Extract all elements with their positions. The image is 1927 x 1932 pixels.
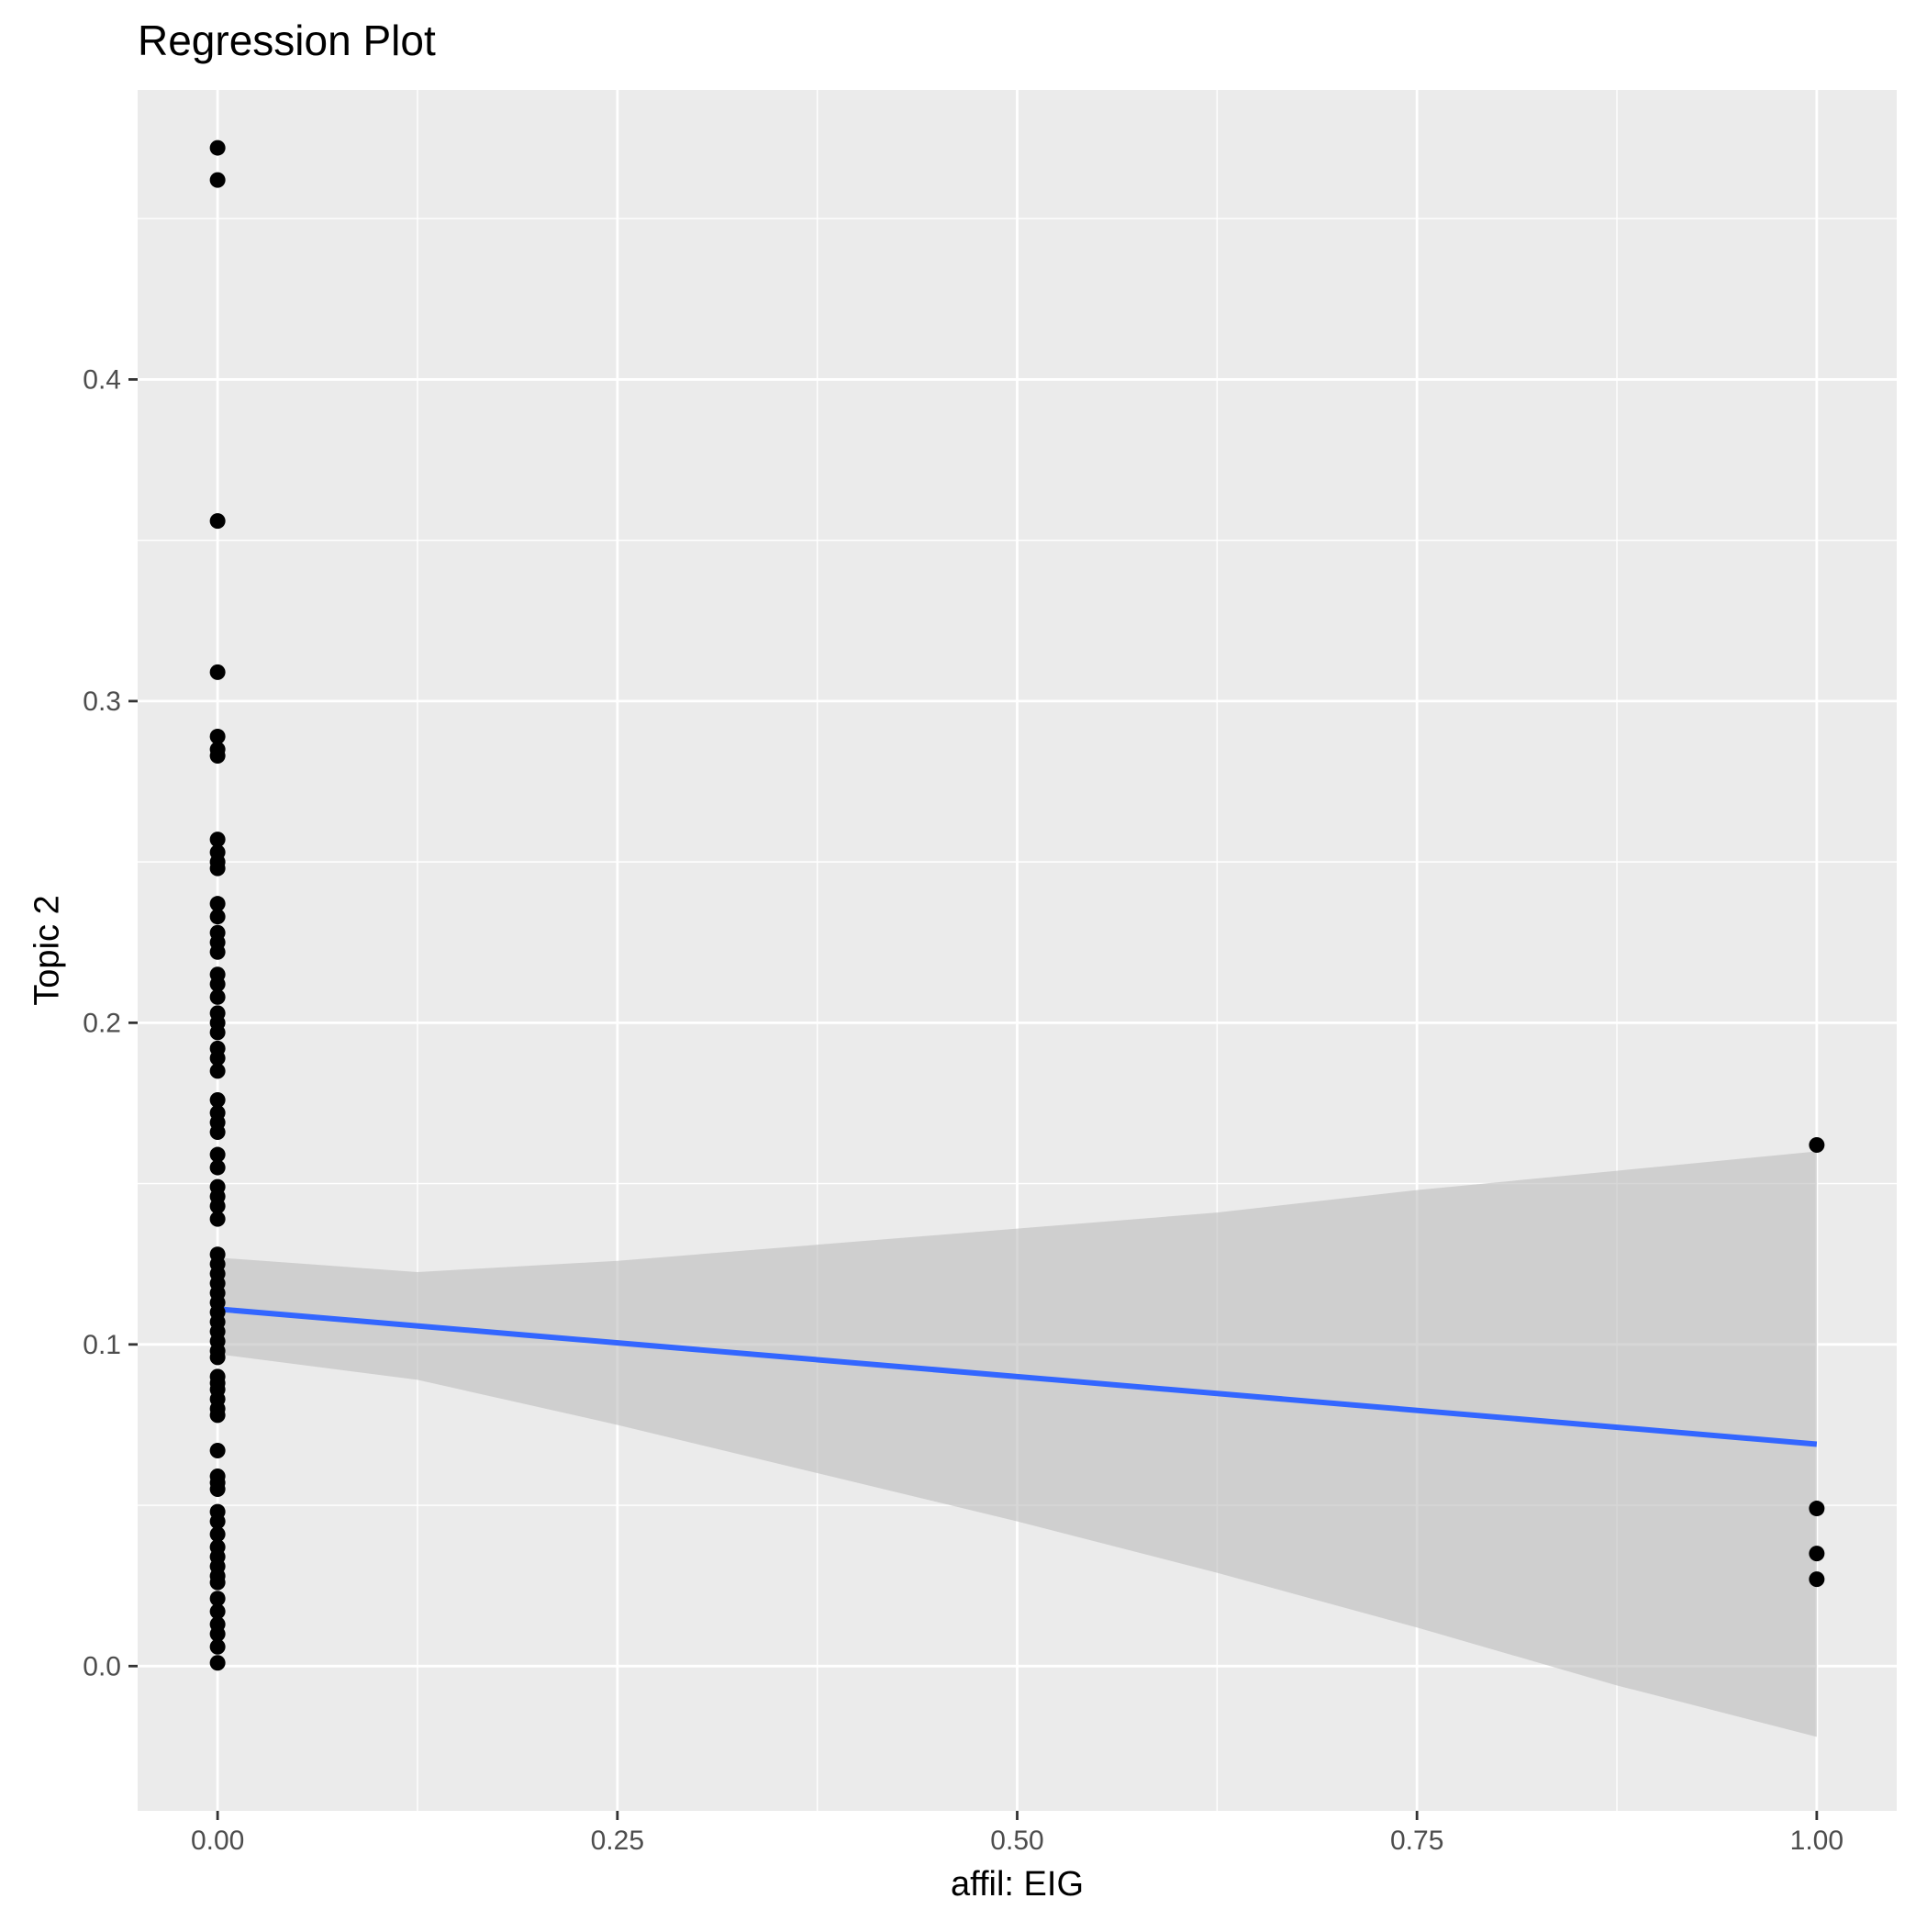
data-point	[209, 172, 226, 188]
data-point	[209, 513, 226, 530]
plot-title: Regression Plot	[138, 17, 436, 64]
y-tick-label: 0.0	[83, 1651, 121, 1681]
data-point	[209, 1091, 226, 1108]
y-tick-label: 0.1	[83, 1330, 121, 1360]
data-point	[209, 1442, 226, 1458]
data-point	[209, 1198, 226, 1214]
data-point	[209, 944, 226, 960]
data-point	[209, 728, 226, 744]
data-point	[209, 1124, 226, 1141]
y-tick-label: 0.4	[83, 364, 121, 395]
data-point	[209, 1591, 226, 1607]
data-point	[209, 1655, 226, 1671]
data-point	[209, 1349, 226, 1366]
data-point	[209, 832, 226, 848]
data-point	[209, 1574, 226, 1591]
x-tick-label: 0.50	[990, 1826, 1043, 1856]
data-point	[209, 1211, 226, 1227]
data-point	[209, 140, 226, 156]
axes: 0.00 0.25 0.50 0.75 1.00 0.0 0.1 0.2 0.3 0.4	[83, 364, 1843, 1856]
data-point	[209, 664, 226, 680]
data-point	[209, 860, 226, 877]
x-tick-label: 0.25	[591, 1826, 644, 1856]
x-axis-label: affil: EIG	[951, 1865, 1084, 1904]
data-point	[209, 1638, 226, 1655]
confidence-band-layer	[217, 1151, 1817, 1737]
data-point	[209, 1603, 226, 1620]
data-point	[209, 1146, 226, 1163]
x-tick-label: 1.00	[1790, 1826, 1843, 1856]
data-point	[209, 1159, 226, 1176]
x-tick-label: 0.00	[191, 1826, 244, 1856]
y-axis-label: Topic 2	[28, 895, 66, 1005]
data-point	[1809, 1571, 1825, 1588]
data-point	[209, 747, 226, 764]
data-point	[209, 909, 226, 925]
data-point	[1809, 1501, 1825, 1517]
data-point	[209, 1625, 226, 1642]
data-point	[209, 1024, 226, 1041]
data-point	[209, 1526, 226, 1543]
data-points	[209, 140, 1825, 1671]
regression-line-layer	[217, 1306, 1818, 1447]
data-point	[209, 976, 226, 992]
x-tick-label: 0.75	[1390, 1826, 1443, 1856]
data-point	[209, 1481, 226, 1498]
data-point	[1809, 1546, 1825, 1562]
regression-line	[217, 1306, 1818, 1447]
data-point	[209, 1063, 226, 1079]
data-point	[209, 1513, 226, 1530]
y-tick-label: 0.3	[83, 687, 121, 717]
data-point	[1809, 1137, 1825, 1154]
data-point	[209, 1407, 226, 1424]
data-point	[209, 896, 226, 912]
data-point	[209, 988, 226, 1005]
confidence-band	[217, 1151, 1817, 1737]
data-point	[209, 1050, 226, 1067]
y-tick-label: 0.2	[83, 1008, 121, 1038]
